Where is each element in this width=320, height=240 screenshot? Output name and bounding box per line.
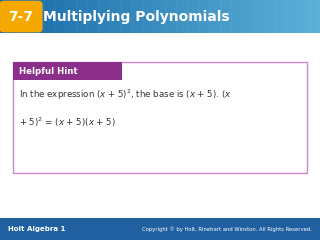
Bar bbox=[117, 0, 123, 33]
Bar bbox=[48, 0, 53, 33]
Bar bbox=[229, 0, 235, 33]
Bar bbox=[43, 0, 48, 33]
Bar bbox=[171, 0, 176, 33]
Text: + 5)$^2$ = ($x$ + 5)($x$ + 5): + 5)$^2$ = ($x$ + 5)($x$ + 5) bbox=[19, 115, 116, 129]
Bar bbox=[53, 0, 59, 33]
Bar bbox=[144, 0, 149, 33]
Text: 7-7: 7-7 bbox=[9, 10, 34, 24]
FancyBboxPatch shape bbox=[0, 1, 43, 32]
Bar bbox=[251, 0, 256, 33]
Bar bbox=[64, 0, 69, 33]
Bar bbox=[299, 0, 304, 33]
Bar bbox=[267, 0, 272, 33]
Bar bbox=[208, 0, 213, 33]
Bar bbox=[272, 0, 277, 33]
Bar bbox=[235, 0, 240, 33]
Bar bbox=[85, 0, 91, 33]
Bar bbox=[11, 0, 16, 33]
Bar bbox=[0, 0, 5, 33]
Bar bbox=[288, 0, 293, 33]
Bar bbox=[283, 0, 288, 33]
Bar bbox=[219, 0, 224, 33]
Bar bbox=[187, 0, 192, 33]
FancyBboxPatch shape bbox=[13, 62, 307, 173]
Bar bbox=[160, 0, 165, 33]
Bar bbox=[5, 0, 11, 33]
Bar bbox=[181, 0, 187, 33]
Bar bbox=[21, 0, 27, 33]
Bar bbox=[149, 0, 155, 33]
Bar bbox=[309, 0, 315, 33]
Bar bbox=[256, 0, 261, 33]
Bar bbox=[304, 0, 309, 33]
Bar bbox=[107, 0, 112, 33]
Bar bbox=[75, 0, 80, 33]
Bar bbox=[293, 0, 299, 33]
Bar bbox=[192, 0, 197, 33]
Bar bbox=[261, 0, 267, 33]
Bar bbox=[133, 0, 139, 33]
Text: In the expression ($x$ + 5)$^2$, the base is ($x$ + 5). ($x$: In the expression ($x$ + 5)$^2$, the bas… bbox=[19, 88, 232, 102]
Bar bbox=[123, 0, 128, 33]
Bar bbox=[59, 0, 64, 33]
Bar bbox=[0, 218, 320, 240]
Text: Holt Algebra 1: Holt Algebra 1 bbox=[8, 226, 65, 232]
Bar bbox=[27, 0, 32, 33]
Text: Multiplying Polynomials: Multiplying Polynomials bbox=[43, 10, 230, 24]
Text: Helpful Hint: Helpful Hint bbox=[19, 67, 78, 76]
Bar bbox=[112, 0, 117, 33]
Text: Copyright © by Holt, Rinehart and Winston. All Rights Reserved.: Copyright © by Holt, Rinehart and Winsto… bbox=[142, 226, 312, 232]
Bar bbox=[176, 0, 181, 33]
Bar bbox=[197, 0, 203, 33]
Bar bbox=[165, 0, 171, 33]
Bar bbox=[13, 62, 122, 80]
Bar bbox=[224, 0, 229, 33]
Bar bbox=[240, 0, 245, 33]
Bar bbox=[155, 0, 160, 33]
Bar bbox=[91, 0, 96, 33]
Bar bbox=[139, 0, 144, 33]
Bar bbox=[16, 0, 21, 33]
Bar bbox=[128, 0, 133, 33]
Bar bbox=[213, 0, 219, 33]
Bar bbox=[245, 0, 251, 33]
Bar bbox=[69, 0, 75, 33]
Bar bbox=[277, 0, 283, 33]
Bar bbox=[80, 0, 85, 33]
Bar bbox=[32, 0, 37, 33]
Bar bbox=[37, 0, 43, 33]
Bar bbox=[203, 0, 208, 33]
Bar bbox=[101, 0, 107, 33]
Bar bbox=[315, 0, 320, 33]
Bar bbox=[96, 0, 101, 33]
